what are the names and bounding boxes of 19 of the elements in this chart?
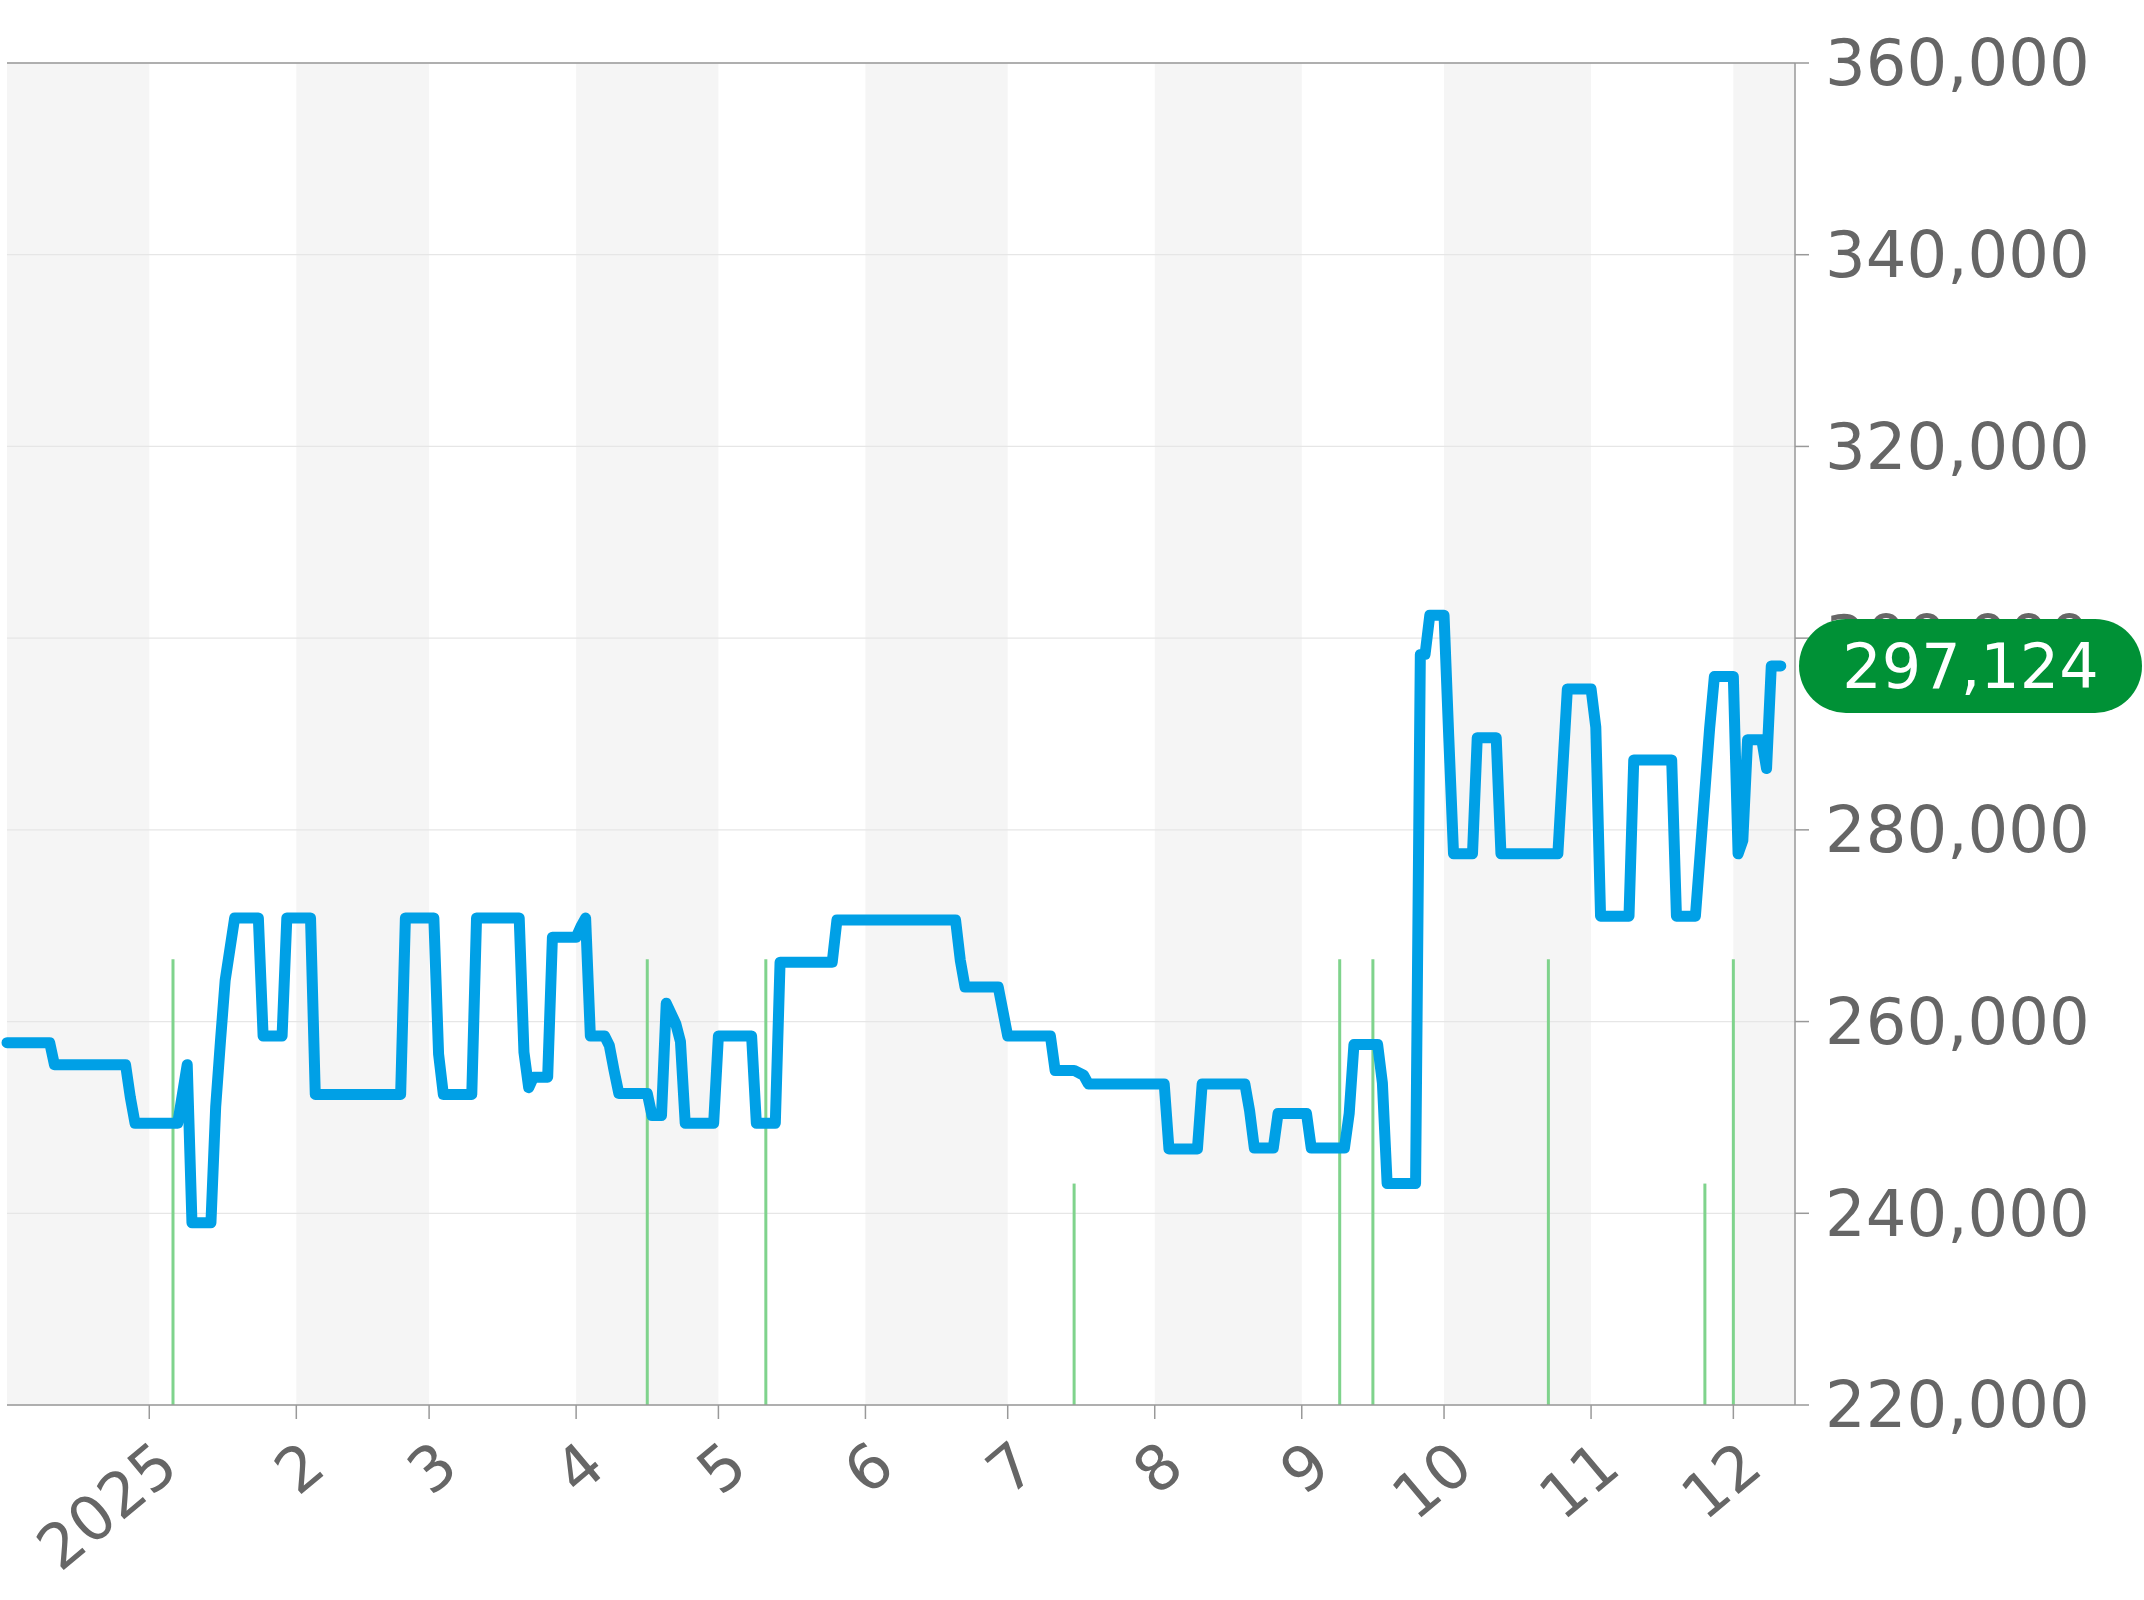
x-tick-label: 11: [1525, 1427, 1633, 1534]
x-tick-label: 12: [1667, 1427, 1775, 1534]
y-tick-label: 360,000: [1825, 26, 2090, 101]
text: 297,124: [1842, 629, 2099, 703]
x-tick-label: 4: [540, 1427, 618, 1509]
y-tick-label: 220,000: [1825, 1368, 2090, 1443]
y-tick-label: 320,000: [1825, 409, 2090, 484]
y-tick-label: 280,000: [1825, 793, 2090, 868]
x-tick-label: 6: [829, 1427, 908, 1509]
x-tick-label: 7: [972, 1427, 1050, 1509]
x-tick-label: 2: [260, 1427, 338, 1509]
x-tick-label: 9: [1266, 1427, 1344, 1509]
y-tick-label: 260,000: [1825, 984, 2090, 1059]
y-tick-label: 240,000: [1825, 1176, 2090, 1251]
x-tick-label: 10: [1378, 1427, 1486, 1534]
x-tick-label: 3: [393, 1427, 471, 1509]
y-tick-label: 340,000: [1825, 218, 2090, 293]
x-tick-label: 8: [1119, 1427, 1197, 1509]
x-tick-label: 5: [682, 1427, 760, 1509]
